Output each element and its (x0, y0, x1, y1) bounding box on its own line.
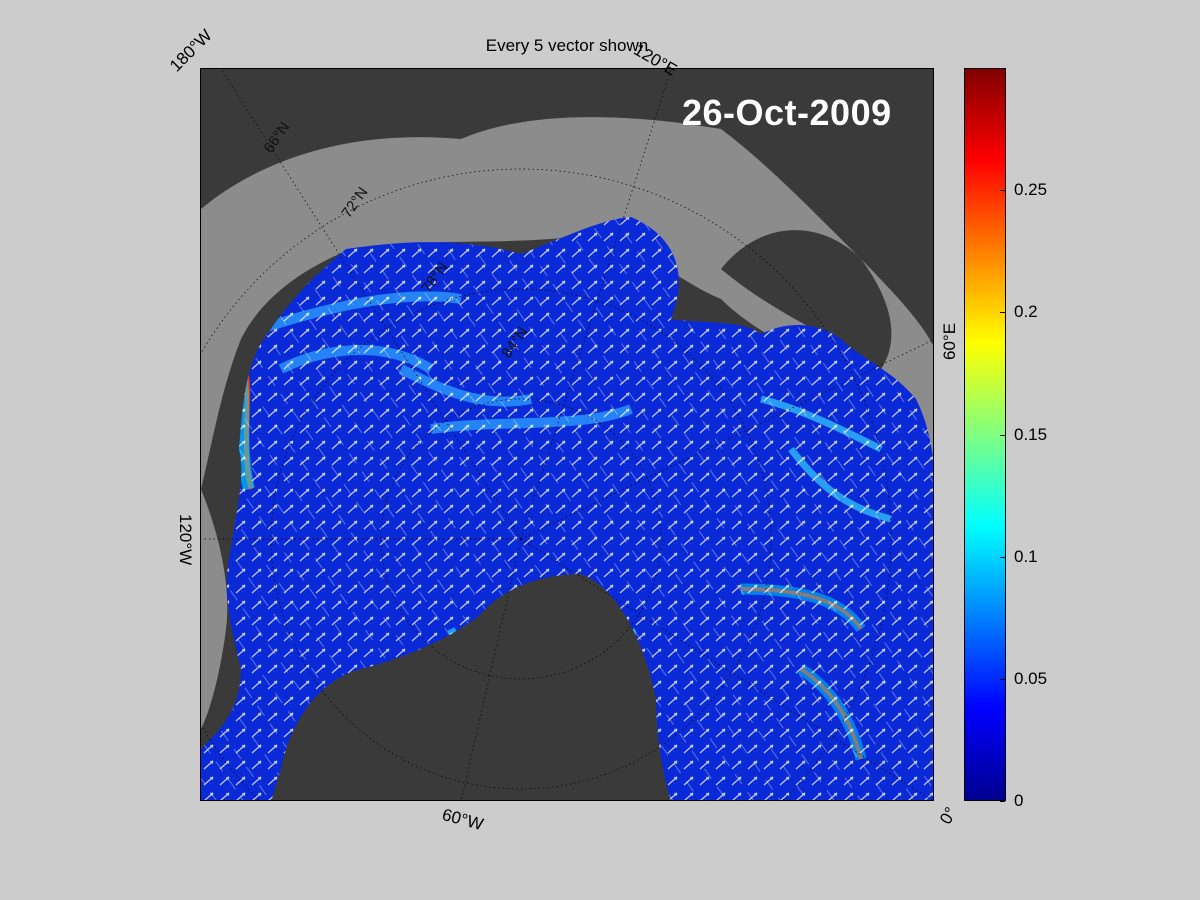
colorbar-tick-label: 0.05 (999, 669, 1047, 689)
map-panel: 66°N 72°N 78°N 84°N (200, 68, 934, 801)
landmass-east (721, 230, 892, 369)
colorbar (964, 68, 1006, 801)
lon-label-0: 0° (936, 803, 961, 828)
date-label: 26-Oct-2009 (682, 92, 892, 133)
colorbar-tick-label: 0.1 (1000, 547, 1038, 567)
graticule (201, 69, 933, 800)
colorbar-tick-label: 0 (999, 791, 1023, 811)
open-ocean-west (201, 489, 228, 729)
lon-label-60e: 60°E (940, 322, 959, 360)
lon-label-60w: 60°W (440, 805, 486, 835)
colorbar-tick-label: 0.15 (999, 425, 1047, 445)
ice-drift-map: 66°N 72°N 78°N 84°N (201, 69, 933, 800)
colorbar-tick-label: 0.2 (1000, 302, 1038, 322)
open-ocean (201, 117, 933, 498)
lon-label-120w: 120°W (176, 514, 195, 566)
colorbar-tick-label: 0.25 (999, 180, 1047, 200)
plot-title: Every 5 vector shown (485, 36, 649, 55)
